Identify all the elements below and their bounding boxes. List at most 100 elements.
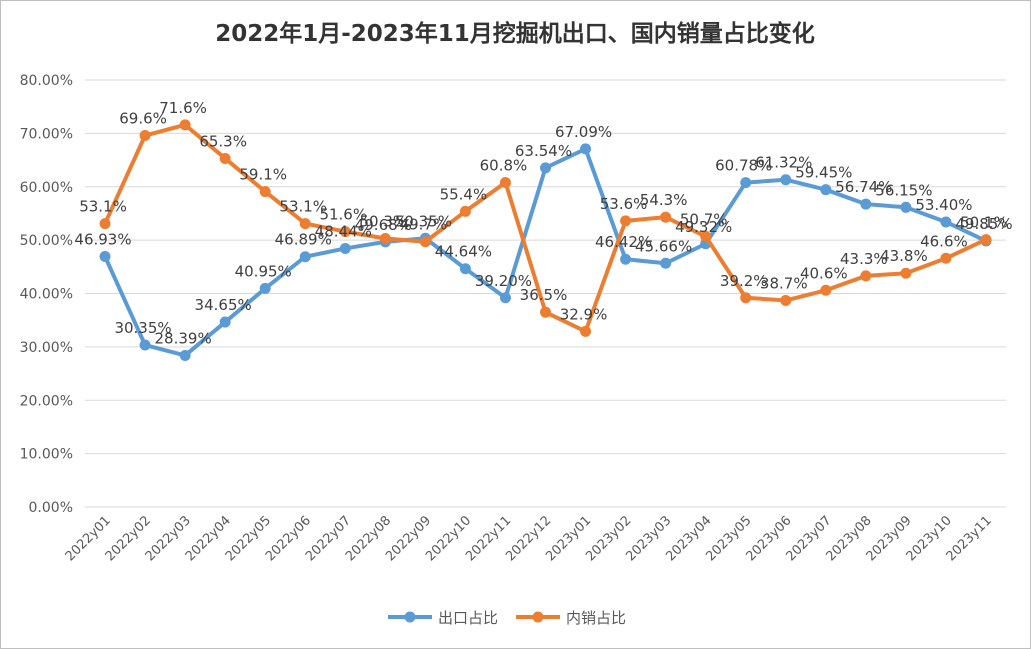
data-point xyxy=(820,284,832,296)
data-label: 49.32% xyxy=(675,218,732,236)
legend-marker xyxy=(532,611,544,623)
data-labels: 46.93% 30.35%28.39% 34.65% 40.95% 46.89%48.4… xyxy=(74,99,1012,348)
y-tick-label: 60.00% xyxy=(20,180,73,196)
data-label: 49.85% xyxy=(955,215,1012,233)
data-label: 63.54% xyxy=(515,142,572,160)
y-tick-label: 10.00% xyxy=(20,447,73,463)
data-point xyxy=(259,186,271,198)
data-label: 71.6% xyxy=(159,99,207,117)
data-label: 65.3% xyxy=(199,132,247,150)
data-label: 44.64% xyxy=(435,243,492,261)
legend-label: 内销占比 xyxy=(566,609,626,627)
data-label: 46.42% xyxy=(595,233,652,251)
data-label: 56.74% xyxy=(835,178,892,196)
data-point xyxy=(299,251,311,263)
data-label: 56.15% xyxy=(875,181,932,199)
data-label: 55.4% xyxy=(440,185,488,203)
data-label: 53.1% xyxy=(279,198,327,216)
data-point xyxy=(179,349,191,361)
series-1 xyxy=(99,143,992,361)
data-point xyxy=(219,316,231,328)
data-label: 50.35% xyxy=(395,212,452,230)
y-tick-label: 0.00% xyxy=(29,500,73,516)
data-point xyxy=(459,205,471,217)
data-label: 48.44% xyxy=(315,222,372,240)
data-point xyxy=(99,251,111,263)
data-label: 39.2% xyxy=(720,272,768,290)
data-point xyxy=(259,282,271,294)
data-label: 60.8% xyxy=(480,156,528,174)
chart-title: 2022年1月-2023年11月挖掘机出口、国内销量占比变化 xyxy=(215,20,815,47)
data-point xyxy=(740,177,752,189)
data-point xyxy=(219,152,231,164)
y-tick-label: 40.00% xyxy=(20,287,73,303)
data-point xyxy=(339,226,351,238)
data-point xyxy=(780,174,792,186)
data-point xyxy=(900,267,912,279)
y-tick-label: 30.00% xyxy=(20,340,73,356)
data-label: 50.7% xyxy=(680,210,728,228)
data-label: 54.3% xyxy=(640,191,688,209)
data-label: 49.7% xyxy=(400,216,448,234)
data-label: 45.66% xyxy=(635,237,692,255)
legend: 出口占比 内销占比 xyxy=(388,609,626,627)
data-label: 28.39% xyxy=(155,329,212,347)
y-tick-label: 70.00% xyxy=(20,126,73,142)
data-label: 61.32% xyxy=(755,154,812,172)
data-point xyxy=(900,201,912,213)
data-label: 53.1% xyxy=(79,198,127,216)
data-point xyxy=(139,339,151,351)
data-point xyxy=(860,270,872,282)
legend-marker xyxy=(404,611,416,623)
x-axis-ticks: 2022y012022y022022y032022y042022y052022y… xyxy=(63,513,995,564)
data-label: 60.78% xyxy=(715,157,772,175)
data-label: 53.6% xyxy=(600,195,648,213)
data-label: 46.6% xyxy=(920,232,968,250)
y-axis-ticks: 0.00% 10.00% 20.00% 30.00% 40.00% 50.00% 60.00… xyxy=(20,73,73,516)
data-point xyxy=(620,253,632,265)
data-label: 59.1% xyxy=(239,166,287,184)
data-label: 40.95% xyxy=(235,262,292,280)
data-point xyxy=(700,230,712,242)
series-2 xyxy=(99,119,992,337)
data-label: 40.6% xyxy=(800,264,848,282)
data-point xyxy=(419,236,431,248)
legend-label: 出口占比 xyxy=(438,609,498,627)
data-label: 59.45% xyxy=(795,164,852,182)
y-tick-label: 20.00% xyxy=(20,393,73,409)
data-point xyxy=(660,257,672,269)
data-point xyxy=(660,211,672,223)
data-point xyxy=(580,325,592,337)
data-label: 34.65% xyxy=(195,296,252,314)
legend-entry-1: 出口占比 xyxy=(388,609,498,627)
data-point xyxy=(940,252,952,264)
data-label: 49.68% xyxy=(355,216,412,234)
data-point xyxy=(980,234,992,246)
data-point xyxy=(179,119,191,131)
data-label: 43.3% xyxy=(840,250,888,268)
data-label: 36.5% xyxy=(520,286,568,304)
data-label: 43.8% xyxy=(880,247,928,265)
data-label: 53.40% xyxy=(915,196,972,214)
data-point xyxy=(499,176,511,188)
data-label: 46.89% xyxy=(275,231,332,249)
legend-entry-2: 内销占比 xyxy=(516,609,626,627)
data-point xyxy=(580,143,592,155)
data-point xyxy=(299,218,311,230)
series-lines xyxy=(99,119,992,361)
data-label: 51.6% xyxy=(319,206,367,224)
data-label: 67.09% xyxy=(555,123,612,141)
data-point xyxy=(940,216,952,228)
data-point xyxy=(339,242,351,254)
y-tick-label: 80.00% xyxy=(20,73,73,89)
gridlines xyxy=(85,79,1006,508)
y-tick-label: 50.00% xyxy=(20,233,73,249)
data-label: 50.3% xyxy=(359,213,407,231)
data-label: 69.6% xyxy=(119,110,167,128)
data-point xyxy=(740,292,752,304)
data-label: 39.20% xyxy=(475,272,532,290)
data-label: 46.93% xyxy=(74,231,131,249)
data-label: 32.9% xyxy=(560,305,608,323)
